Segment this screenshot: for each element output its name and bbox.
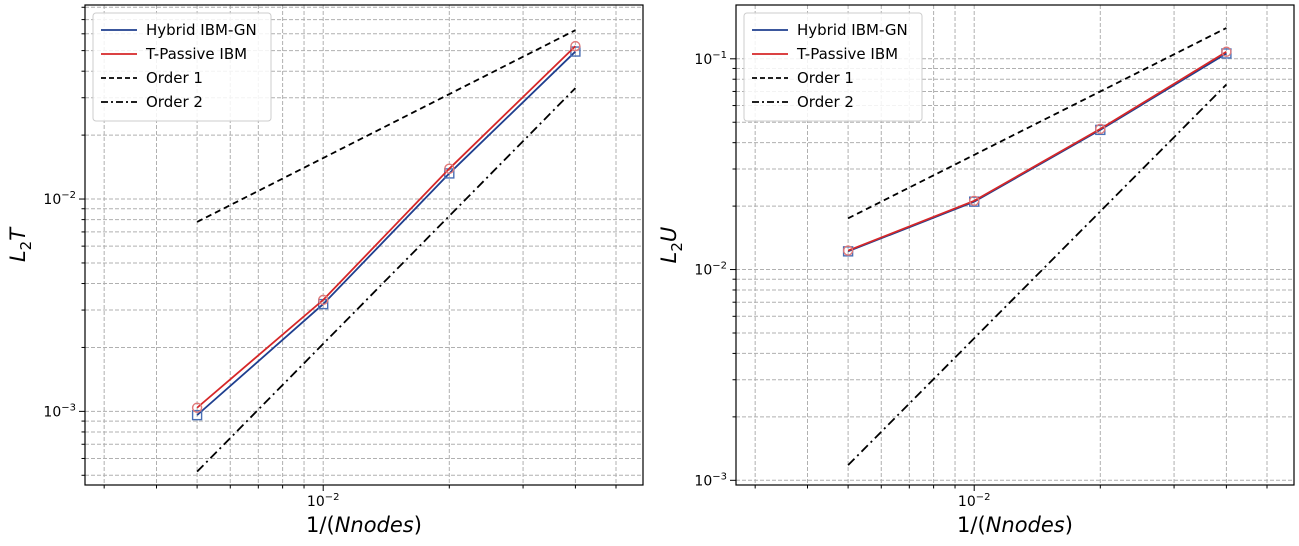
- y-tick-label: 10−1: [694, 50, 727, 68]
- y-tick-label: 10−2: [43, 190, 76, 208]
- grid: [85, 5, 643, 485]
- legend-label: Hybrid IBM-GN: [797, 21, 908, 39]
- legend: Hybrid IBM-GN T-Passive IBM Order 1 Order 2: [92, 12, 272, 122]
- y-tick-label: 10−3: [694, 471, 727, 489]
- series-line-order-1: [847, 27, 1227, 220]
- y-axis-label: L2U: [657, 227, 686, 264]
- data-point-circle: [1221, 46, 1232, 57]
- data-point-circle: [1095, 123, 1106, 135]
- axes-frame: [84, 4, 644, 486]
- data-point-circle: [318, 294, 329, 306]
- series-line-order-2: [196, 87, 577, 473]
- legend-label: T-Passive IBM: [796, 45, 898, 63]
- y-tick-label: 10−2: [694, 261, 727, 279]
- data-point-circle: [969, 195, 980, 206]
- legend-label: Order 2: [797, 93, 854, 111]
- series-line-t-passive-ibm: [847, 50, 1227, 252]
- data-point-square: [191, 409, 203, 421]
- y-axis-label: L2T: [6, 226, 35, 262]
- plot-area: [842, 27, 1232, 466]
- x-tick-label: 10−2: [958, 492, 991, 510]
- x-tick-label: 10−2: [307, 492, 340, 510]
- subplot-2: 10−2 10−3 10−2 10−1 1/(Nnodes) L2U Hybrid IBM-…: [657, 4, 1295, 537]
- x-axis-label: 1/(Nnodes): [957, 513, 1073, 537]
- legend-label: Order 1: [797, 69, 854, 87]
- legend-label: T-Passive IBM: [145, 45, 247, 63]
- legend-frame: [743, 12, 923, 122]
- series-line-order-1: [196, 29, 576, 223]
- data-point-circle: [191, 402, 203, 413]
- y-tick-label: 10−3: [43, 402, 76, 420]
- series-line-t-passive-ibm: [196, 45, 577, 409]
- series-line-order-2: [847, 83, 1228, 466]
- legend-label: Hybrid IBM-GN: [146, 21, 257, 39]
- data-point-circle: [444, 163, 455, 174]
- legend-label: Order 2: [146, 93, 203, 111]
- data-point-circle: [570, 40, 581, 52]
- subplot-1: 10−2 10−3 10−2 1/(Nnodes) L2T Hybrid IBM-GN T-…: [6, 4, 644, 537]
- series-line-hybrid-ibm-gn: [196, 50, 577, 416]
- legend: Hybrid IBM-GN T-Passive IBM Order 1 Order 2: [743, 12, 923, 122]
- data-point-circle: [842, 245, 854, 256]
- x-axis-label: 1/(Nnodes): [306, 513, 422, 537]
- plot-area: [191, 29, 581, 473]
- axes-frame: [735, 4, 1295, 486]
- legend-label: Order 1: [146, 69, 203, 87]
- legend-frame: [92, 12, 272, 122]
